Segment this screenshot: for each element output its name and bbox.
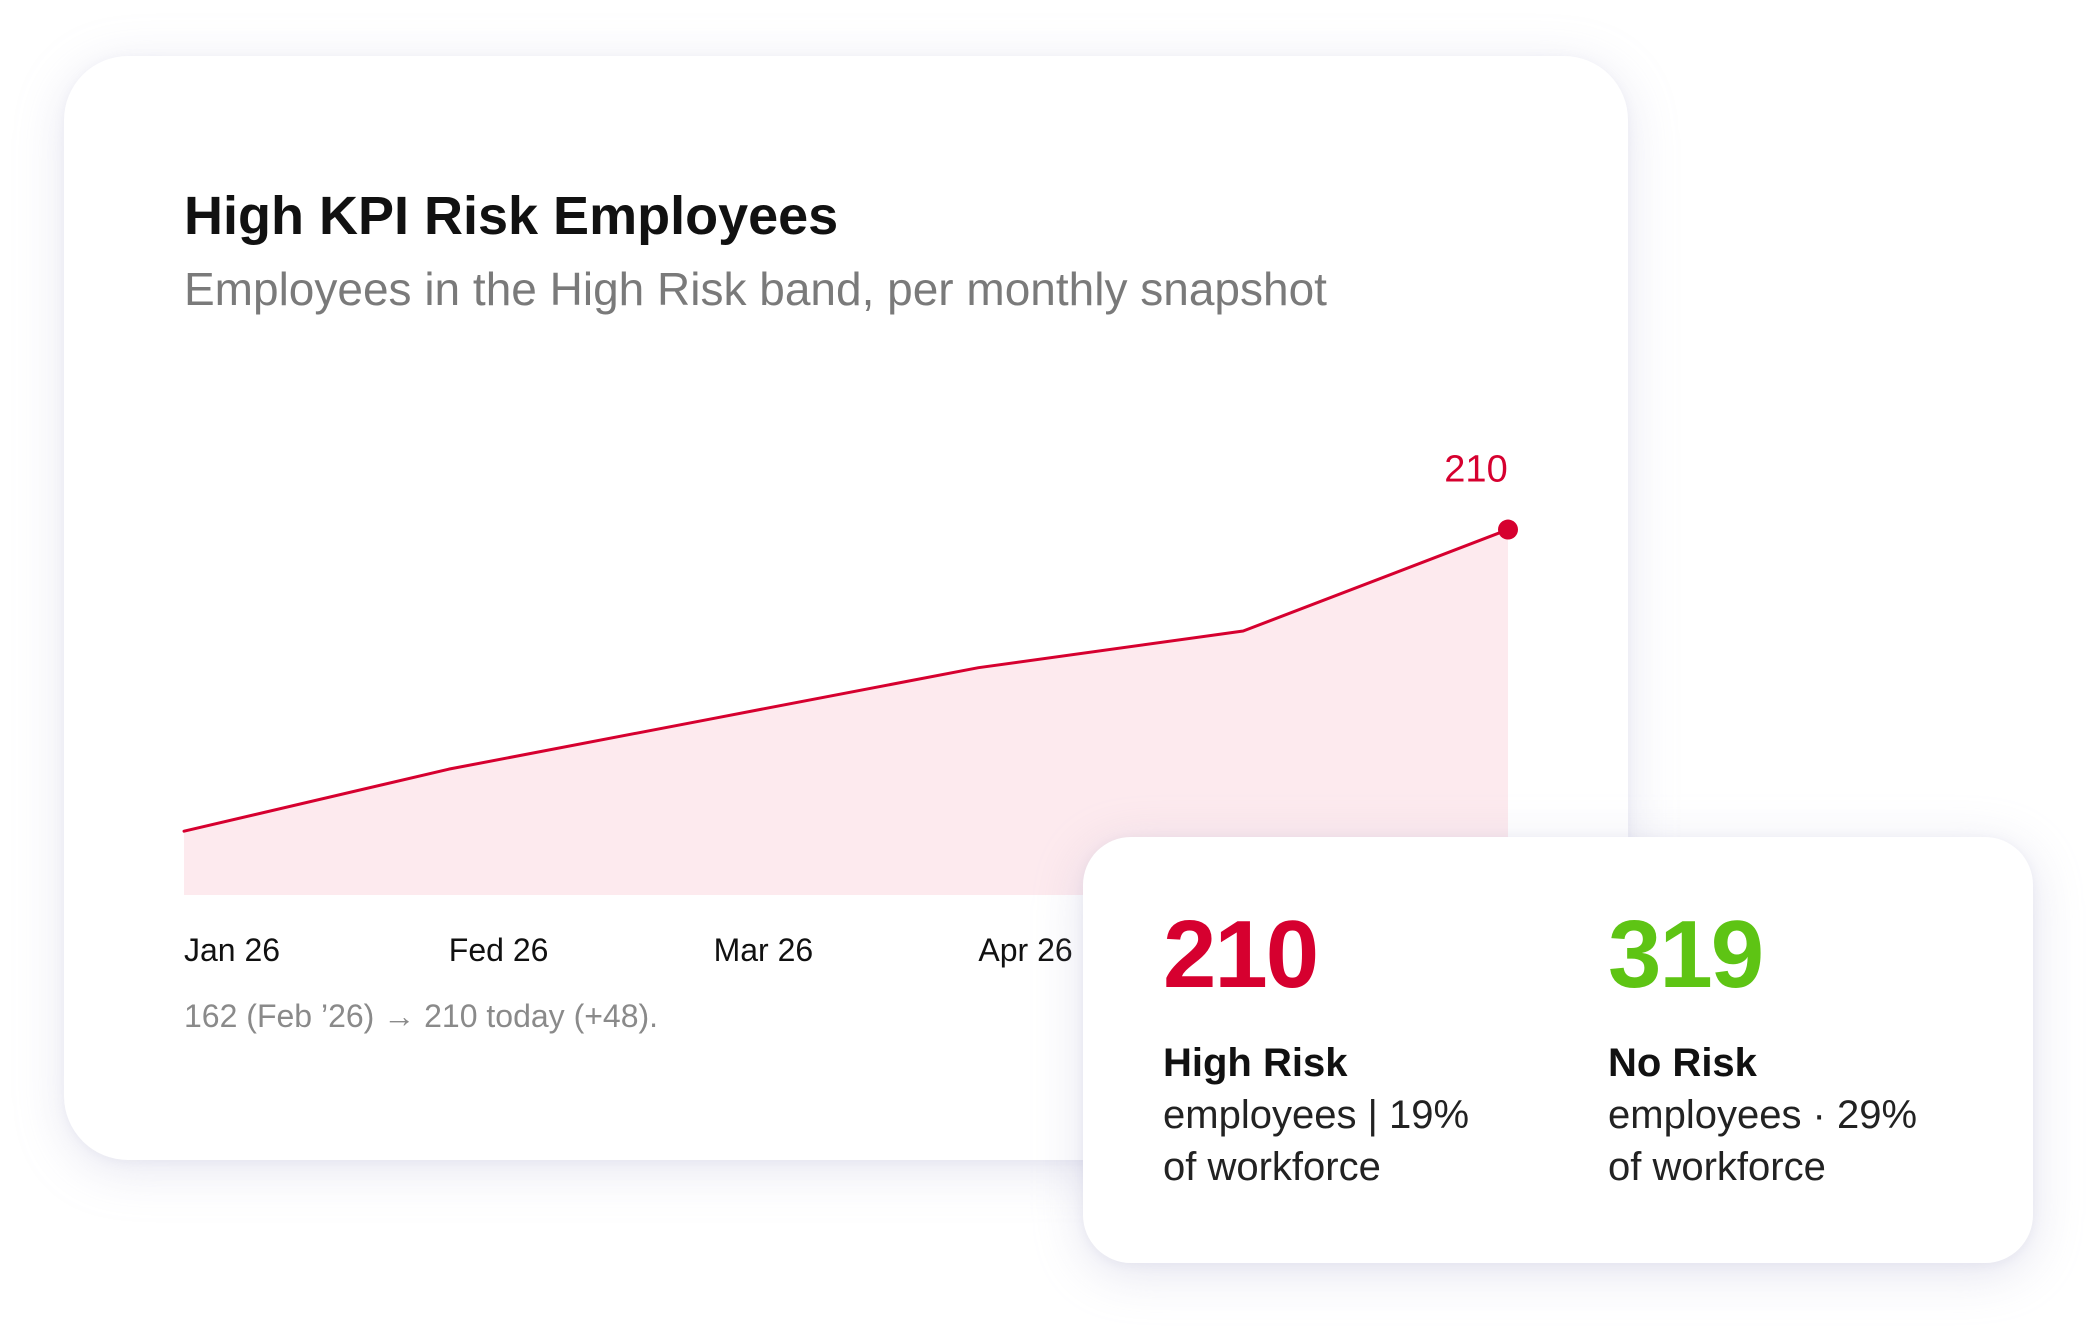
no-risk-label: No Risk (1608, 1041, 1757, 1085)
series-line (182, 528, 1510, 833)
no-risk-count: 319 (1608, 901, 1764, 1008)
chart-card: High KPI Risk Employees Employees in the… (64, 56, 1628, 1160)
chart-subtitle: Employees in the High Risk band, per mon… (184, 263, 1327, 315)
high-risk-stat: 210 High Risk employees | 19% of workfor… (1163, 907, 1543, 1193)
no-risk-stat: 319 No Risk employees · 29% of workforce (1608, 907, 1988, 1193)
high-risk-desc-line1: employees | 19% (1163, 1093, 1470, 1137)
no-risk-desc-line2: of workforce (1608, 1145, 1826, 1189)
last-data-point (1498, 519, 1518, 540)
last-value-label: 210 (1444, 449, 1507, 491)
x-tick-label: Apr 26 (978, 932, 1072, 968)
chart-note: 162 (Feb ’26) → 210 today (+48). (184, 998, 659, 1034)
x-tick-label: Jan 26 (184, 932, 280, 968)
chart-title: High KPI Risk Employees (184, 186, 839, 246)
high-risk-label: High Risk (1163, 1041, 1348, 1085)
high-risk-count: 210 (1163, 901, 1319, 1008)
no-risk-desc-line1: employees · 29% (1608, 1093, 1918, 1137)
area-chart: Jan 26 Fed 26 Mar 26 Apr 26 210 (182, 449, 1518, 968)
x-tick-label: Fed 26 (449, 932, 549, 968)
x-axis-labels: Jan 26 Fed 26 Mar 26 Apr 26 (184, 932, 1073, 968)
stats-card: 210 High Risk employees | 19% of workfor… (1083, 837, 2033, 1263)
x-tick-label: Mar 26 (714, 932, 814, 968)
area-fill (184, 529, 1508, 895)
high-risk-desc-line2: of workforce (1163, 1145, 1381, 1189)
